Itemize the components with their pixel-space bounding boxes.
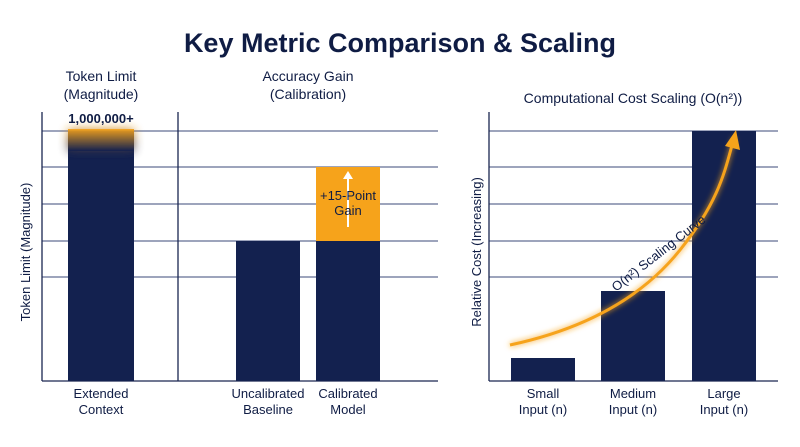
bar-calibrated-model	[316, 241, 380, 381]
scaling-curve	[509, 137, 736, 347]
bar-cap-glow	[68, 129, 134, 151]
bar-medium-input	[601, 291, 665, 381]
bar-extended-context	[68, 131, 134, 381]
x-tick-uncalibrated: Uncalibrated Baseline	[232, 386, 305, 417]
x-tick-medium: Medium Input (n)	[609, 386, 657, 417]
x-tick-large: Large Input (n)	[700, 386, 748, 417]
data-label-token: 1,000,000+	[68, 111, 134, 126]
gain-annotation: +15-Point Gain	[320, 188, 376, 218]
subtitle-accuracy-gain: Accuracy Gain (Calibration)	[262, 68, 353, 102]
x-tick-calibrated: Calibrated Model	[318, 386, 377, 417]
subtitle-token-limit: Token Limit (Magnitude)	[64, 68, 139, 102]
gain-arrow-head	[343, 171, 353, 179]
y-axis-label-cost: Relative Cost (Increasing)	[469, 177, 484, 327]
scaling-curve-arrowhead	[725, 130, 740, 150]
x-tick-small: Small Input (n)	[519, 386, 567, 417]
chart-title: Key Metric Comparison & Scaling	[184, 28, 616, 58]
x-tick-extended-context: Extended Context	[74, 386, 129, 417]
y-axis-label-token: Token Limit (Magnitude)	[18, 183, 33, 322]
bar-small-input	[511, 358, 575, 381]
bar-uncalibrated-baseline	[236, 241, 300, 381]
subtitle-cost-scaling: Computational Cost Scaling (O(n²))	[524, 90, 743, 106]
